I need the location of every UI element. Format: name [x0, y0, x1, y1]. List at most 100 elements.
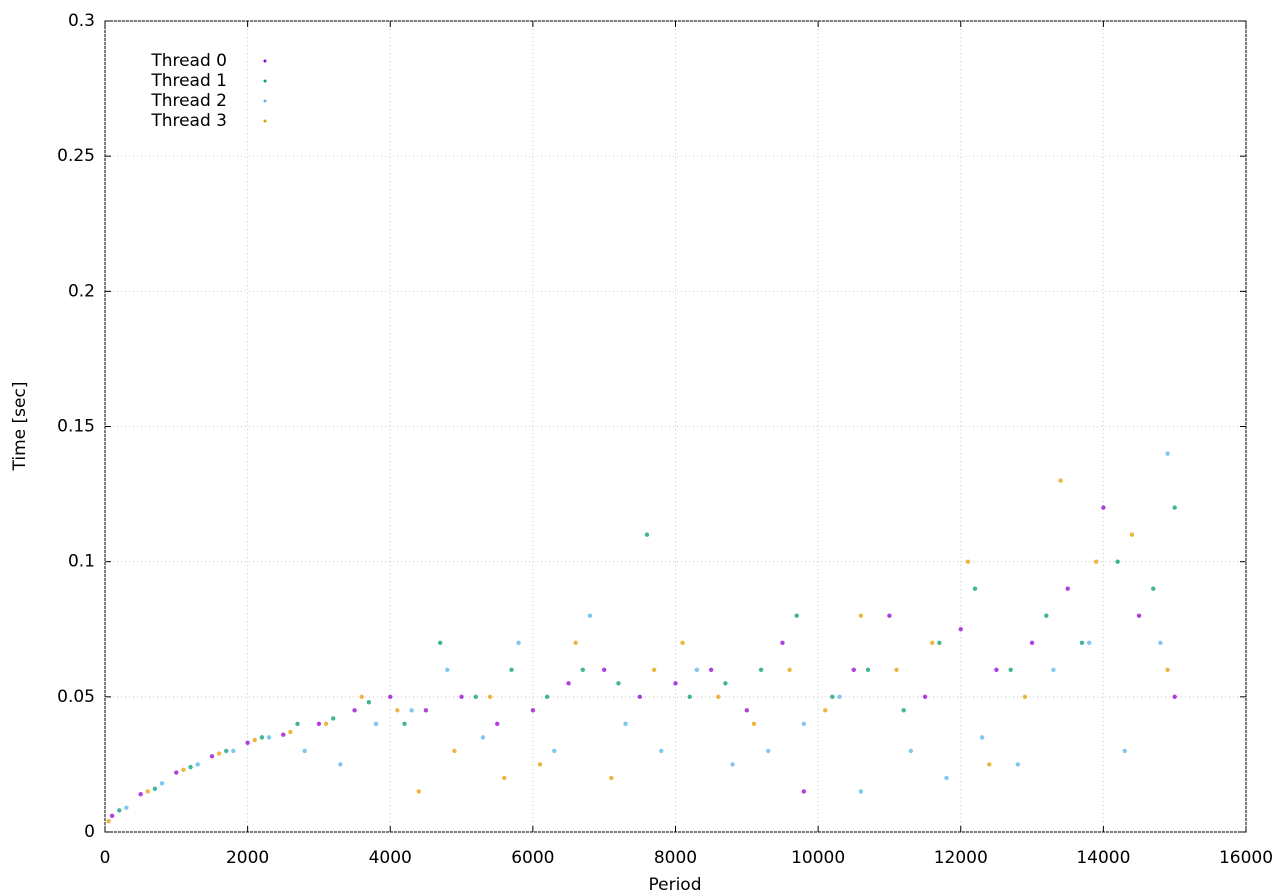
y-tick-label: 0.25 [57, 146, 95, 166]
data-point [1172, 505, 1177, 510]
data-point [858, 789, 864, 794]
data-point [516, 640, 521, 645]
data-point [616, 681, 621, 686]
data-point [865, 667, 871, 672]
y-axis-label: Time [sec] [10, 382, 30, 472]
data-point [837, 694, 842, 700]
data-point [316, 721, 322, 727]
data-point [637, 694, 643, 700]
data-point [1086, 640, 1092, 645]
data-point [958, 627, 963, 632]
legend-marker [263, 119, 267, 123]
data-point [751, 721, 757, 727]
data-point [138, 791, 143, 797]
data-point [423, 708, 429, 713]
data-point [252, 737, 257, 743]
data-point [644, 532, 650, 537]
plot-frame [104, 20, 1247, 833]
data-point [245, 740, 250, 745]
data-point [858, 613, 864, 618]
data-point [1058, 478, 1063, 483]
data-point [930, 640, 935, 645]
data-point [216, 751, 222, 756]
data-point [723, 681, 728, 686]
data-point [623, 721, 628, 727]
data-point [965, 559, 971, 564]
data-point [744, 708, 750, 713]
data-point [680, 640, 685, 645]
data-point [159, 781, 165, 786]
data-point [1151, 586, 1156, 591]
data-point [901, 708, 906, 713]
data-point [972, 586, 978, 591]
data-point [908, 748, 914, 754]
data-point [1008, 667, 1013, 672]
data-point [1015, 762, 1020, 767]
x-tick-label: 2000 [226, 848, 269, 868]
data-point [145, 789, 150, 794]
data-point [1158, 640, 1163, 645]
data-point [502, 775, 507, 781]
legend-marker [263, 59, 267, 63]
x-tick-label: 8000 [654, 848, 697, 868]
data-point [894, 667, 899, 672]
data-point [787, 667, 792, 672]
x-tick-label: 14000 [1076, 848, 1130, 868]
data-point [694, 667, 700, 672]
data-point [1172, 694, 1177, 700]
x-axis-label: Period [648, 875, 701, 895]
data-point [716, 694, 721, 700]
data-point [188, 764, 193, 770]
y-tick-label: 0.3 [68, 11, 95, 31]
data-point [1065, 586, 1070, 591]
data-point [409, 708, 414, 713]
data-point [1044, 613, 1049, 618]
data-point [480, 735, 486, 740]
data-point [1094, 559, 1099, 564]
data-point [473, 694, 479, 700]
data-point [224, 748, 229, 754]
data-point [117, 808, 122, 813]
data-point [573, 640, 578, 645]
data-point [1129, 532, 1135, 537]
data-point [830, 694, 835, 700]
data-point [801, 721, 807, 727]
data-point [266, 735, 272, 740]
data-point [366, 700, 372, 705]
legend-marker [263, 99, 267, 103]
data-point [922, 694, 928, 700]
data-point [388, 694, 393, 700]
data-point [281, 732, 286, 737]
data-point [323, 721, 329, 727]
data-point [944, 775, 949, 781]
y-tick-label: 0.05 [57, 687, 95, 707]
data-point [673, 681, 678, 686]
data-point [395, 708, 400, 713]
y-tick-label: 0.1 [68, 552, 95, 572]
data-point [937, 640, 942, 645]
data-point [1165, 667, 1170, 672]
data-point [758, 667, 764, 672]
data-point [338, 762, 343, 767]
data-point [302, 748, 307, 754]
data-point [509, 667, 514, 672]
data-point [288, 729, 293, 735]
data-point [851, 667, 856, 672]
data-point [552, 748, 557, 754]
data-point [437, 640, 443, 645]
data-point [687, 694, 692, 700]
data-point [1022, 694, 1028, 700]
x-tick-label: 16000 [1219, 848, 1273, 868]
data-point [1115, 559, 1120, 564]
x-tick-label: 6000 [511, 848, 554, 868]
data-point [987, 762, 992, 767]
data-point [1079, 640, 1085, 645]
x-tick-label: 4000 [369, 848, 412, 868]
data-point [174, 770, 179, 775]
data-point [1101, 505, 1106, 510]
data-point [373, 721, 379, 727]
data-point [544, 694, 550, 700]
y-tick-label: 0.15 [57, 417, 95, 437]
data-point [1165, 451, 1170, 456]
